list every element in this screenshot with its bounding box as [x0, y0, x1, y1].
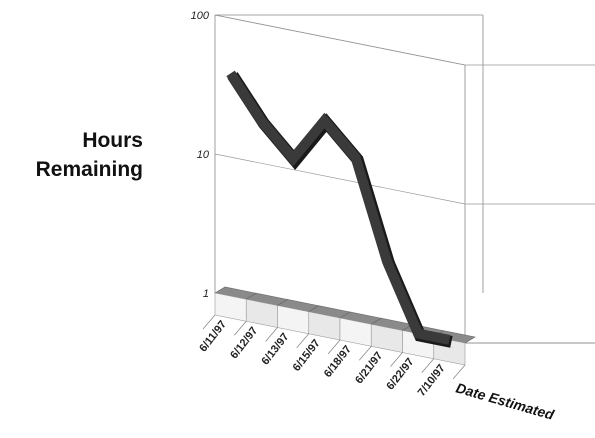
y-tick-left-10: 10: [197, 149, 210, 161]
x-tick-mark: [452, 364, 466, 380]
y-axis-label-line-1: Hours: [82, 129, 143, 152]
chart-labels: Hours Remaining Date Estimated: [36, 129, 557, 423]
x-tick-label-6-15-97: 6/15/97: [291, 337, 323, 373]
gridline-left-wall: [214, 14, 466, 66]
x-tick-mark: [265, 327, 278, 342]
x-tick-label-6-11-97: 6/11/97: [197, 319, 229, 355]
x-tick-mark: [390, 352, 403, 367]
gridline-left-wall: [214, 153, 466, 205]
x-axis-label: Date Estimated: [454, 380, 556, 423]
y-tick-left-1: 1: [203, 288, 209, 300]
x-tick-label-6-18-97: 6/18/97: [322, 344, 354, 380]
series-line: [226, 70, 451, 345]
y-tick-left-100: 100: [191, 10, 210, 22]
x-tick-mark: [234, 321, 247, 336]
x-tick-mark: [296, 333, 309, 348]
chart-series: [226, 70, 453, 348]
x-tick-label-6-22-97: 6/22/97: [384, 356, 416, 392]
x-tick-label-6-21-97: 6/21/97: [353, 350, 385, 386]
x-tick-label-7-10-97: 7/10/97: [416, 362, 448, 398]
x-tick-mark: [359, 346, 372, 361]
x-tick-mark: [421, 358, 434, 373]
y-axis-label-line-2: Remaining: [36, 158, 143, 181]
x-tick-label-6-12-97: 6/12/97: [228, 325, 260, 361]
x-tick-mark: [202, 314, 216, 330]
x-tick-mark: [327, 339, 341, 355]
x-tick-label-6-13-97: 6/13/97: [259, 331, 291, 367]
